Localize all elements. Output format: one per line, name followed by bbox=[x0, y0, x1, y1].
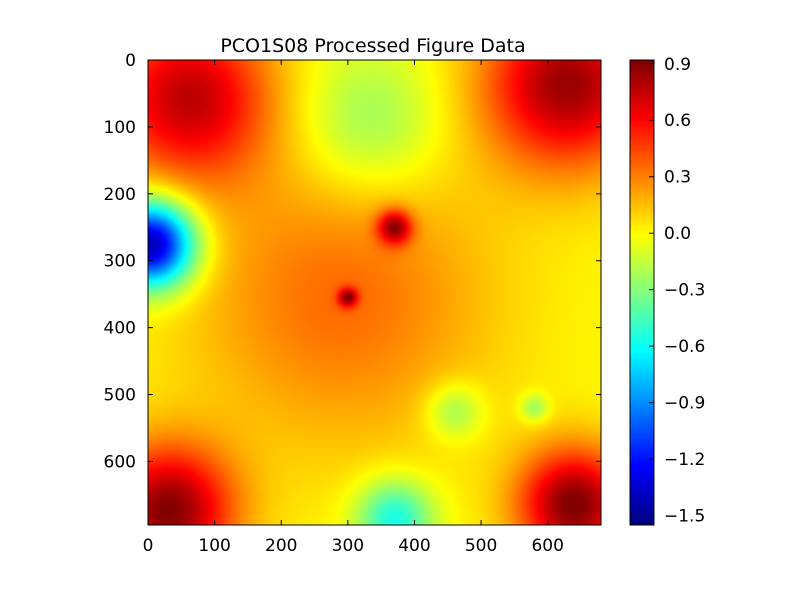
colorbar bbox=[630, 60, 654, 525]
x-tick-label: 0 bbox=[143, 536, 154, 556]
y-tick-label: 0 bbox=[125, 51, 136, 71]
y-axis: 0 100 200 300 400 500 600 bbox=[104, 51, 601, 472]
colorbar-tick-label: −0.6 bbox=[664, 337, 705, 357]
heatmap-image bbox=[148, 60, 601, 525]
colorbar-tick-label: 0.9 bbox=[664, 55, 691, 75]
colorbar-tick-label: −0.9 bbox=[664, 394, 705, 414]
y-tick-label: 400 bbox=[104, 319, 136, 339]
colorbar-tick-label: −1.5 bbox=[664, 507, 705, 527]
x-tick-label: 100 bbox=[198, 536, 230, 556]
x-axis: 0 100 200 300 400 500 600 bbox=[143, 60, 564, 556]
x-tick-label: 300 bbox=[332, 536, 364, 556]
colorbar-axis: 0.9 0.6 0.3 0.0 −0.3 −0.6 −0.9 −1.2 −1.5 bbox=[649, 55, 705, 527]
y-tick-label: 100 bbox=[104, 118, 136, 138]
colorbar-tick-label: 0.0 bbox=[664, 224, 691, 244]
x-tick-label: 600 bbox=[531, 536, 563, 556]
x-tick-label: 500 bbox=[465, 536, 497, 556]
y-tick-label: 200 bbox=[104, 185, 136, 205]
y-tick-label: 500 bbox=[104, 386, 136, 406]
colorbar-tick-label: 0.3 bbox=[664, 168, 691, 188]
colorbar-tick-label: −0.3 bbox=[664, 281, 705, 301]
chart-title: PCO1S08 Processed Figure Data bbox=[220, 35, 525, 57]
colorbar-tick-label: 0.6 bbox=[664, 111, 691, 131]
plot-frame bbox=[147, 59, 602, 526]
colorbar-frame bbox=[629, 59, 655, 526]
y-tick-label: 300 bbox=[104, 252, 136, 272]
y-tick-label: 600 bbox=[104, 452, 136, 472]
x-tick-label: 400 bbox=[398, 536, 430, 556]
x-tick-label: 200 bbox=[265, 536, 297, 556]
colorbar-tick-label: −1.2 bbox=[664, 450, 705, 470]
